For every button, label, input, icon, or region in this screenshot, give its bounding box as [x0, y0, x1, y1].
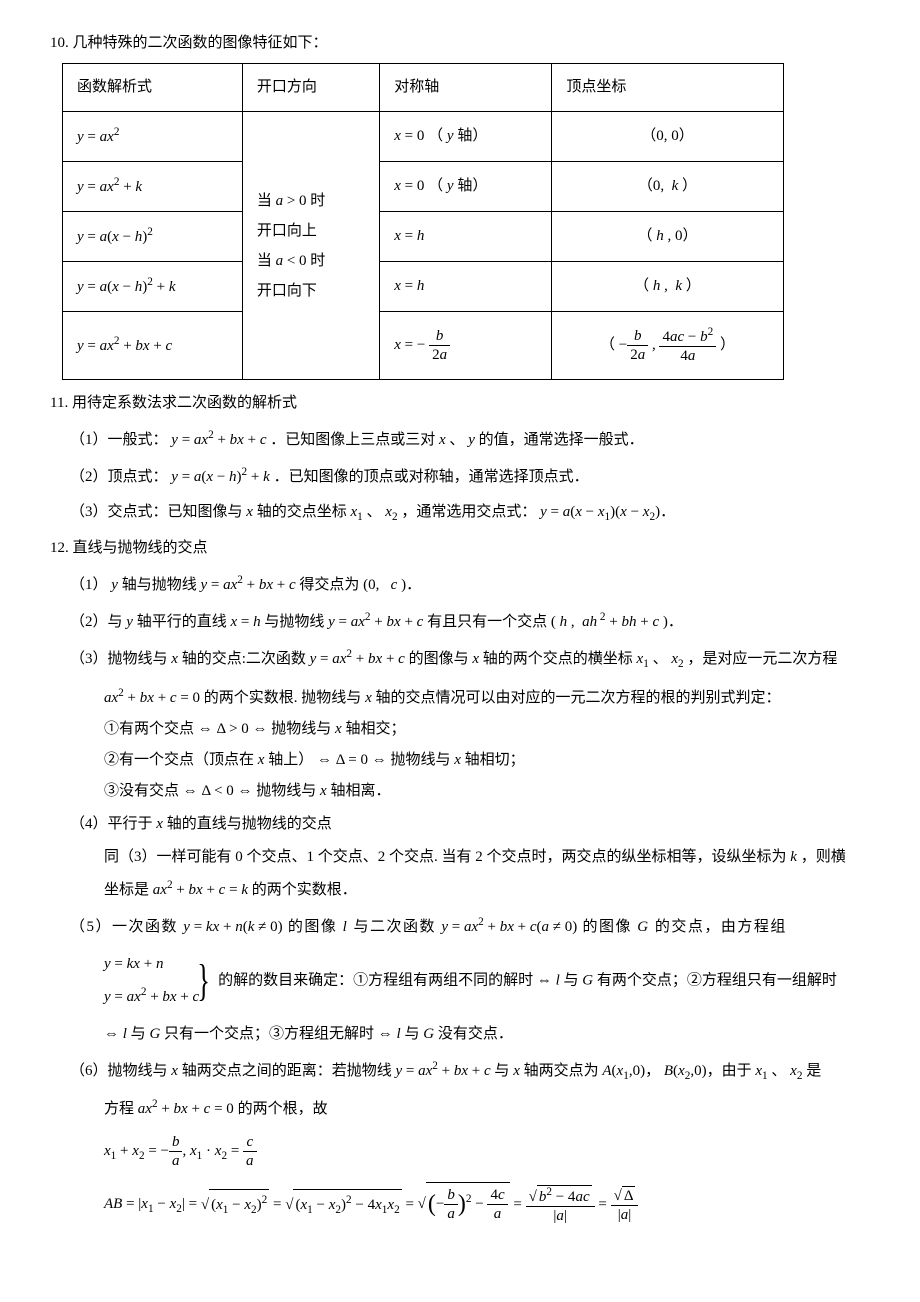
s12-p2: （2）与 y 轴平行的直线 x = h 与抛物线 y = ax2 + bx + …: [50, 607, 870, 636]
cell-axis: x = h: [380, 212, 552, 262]
cell-vertex: （0, 0）: [552, 112, 783, 162]
text: ．已知图像上三点或三对 x 、 y 的值，通常选择一般式．: [270, 432, 643, 448]
s12-p4c: 坐标是 ax2 + bx + c = k 的两个实数根．: [50, 875, 870, 904]
col-axis: 对称轴: [380, 64, 552, 112]
section-12-title: 12. 直线与抛物线的交点: [50, 535, 870, 562]
quadratic-forms-table: 函数解析式 开口方向 对称轴 顶点坐标 y = ax2 当 a > 0 时开口向…: [62, 63, 784, 380]
cell-formula: y = ax2 + k: [63, 162, 243, 212]
s12-p3b: ax2 + bx + c = 0 的两个实数根. 抛物线与 x 轴的交点情况可以…: [50, 683, 870, 712]
col-vertex: 顶点坐标: [552, 64, 783, 112]
table-header-row: 函数解析式 开口方向 对称轴 顶点坐标: [63, 64, 784, 112]
s11-item-1: （1）一般式： y = ax2 + bx + c ．已知图像上三点或三对 x 、…: [50, 425, 870, 454]
table-row: y = ax2 + bx + c x = − b2a （ −b2a , 4ac …: [63, 312, 784, 380]
cell-direction: 当 a > 0 时开口向上当 a < 0 时开口向下: [242, 112, 379, 380]
cell-axis: x = − b2a: [380, 312, 552, 380]
cell-formula: y = a(x − h)2 + k: [63, 262, 243, 312]
table-row: y = a(x − h)2 x = h （ h , 0）: [63, 212, 784, 262]
text: （1）一般式：: [70, 432, 168, 448]
cell-vertex: （ h , k ）: [552, 262, 783, 312]
formula: y = a(x − x1)(x − x2): [540, 504, 660, 520]
cell-axis: x = h: [380, 262, 552, 312]
text: 的解的数目来确定：①方程组有两组不同的解时 ⇔ l 与 G 有两个交点；②方程组…: [218, 972, 837, 988]
s12-p1: （1） y 轴与抛物线 y = ax2 + bx + c 得交点为 (0, c …: [50, 570, 870, 599]
s12-p6-distance: AB = |x1 − x2| = √(x1 − x2)2 = √(x1 − x2…: [50, 1182, 870, 1228]
s12-p6a: （6）抛物线与 x 轴两交点之间的距离：若抛物线 y = ax2 + bx + …: [50, 1056, 870, 1086]
table-row: y = ax2 当 a > 0 时开口向上当 a < 0 时开口向下 x = 0…: [63, 112, 784, 162]
s12-p3c2: ②有一个交点（顶点在 x 轴上） ⇔ Δ = 0 ⇔ 抛物线与 x 轴相切；: [50, 747, 870, 774]
section-10-title: 10. 几种特殊的二次函数的图像特征如下：: [50, 30, 870, 57]
s12-p4a: （4）平行于 x 轴的直线与抛物线的交点: [50, 811, 870, 838]
col-formula: 函数解析式: [63, 64, 243, 112]
formula: y = ax2 + bx + c: [171, 432, 266, 448]
s12-p5-system: y = kx + n y = ax2 + bx + c } 的解的数目来确定：①…: [50, 949, 870, 1013]
text: （3）交点式：已知图像与 x 轴的交点坐标 x1 、 x2 ，通常选用交点式：: [70, 504, 536, 520]
s12-p3a: （3）抛物线与 x 轴的交点:二次函数 y = ax2 + bx + c 的图像…: [50, 644, 870, 674]
s12-p3c3: ③没有交点 ⇔ Δ < 0 ⇔ 抛物线与 x 轴相离．: [50, 778, 870, 805]
text: （2）顶点式：: [70, 469, 168, 485]
cell-formula: y = ax2: [63, 112, 243, 162]
section-11-title: 11. 用待定系数法求二次函数的解析式: [50, 390, 870, 417]
cell-vertex: （ h , 0）: [552, 212, 783, 262]
cell-formula: y = a(x − h)2: [63, 212, 243, 262]
col-direction: 开口方向: [242, 64, 379, 112]
s12-p5a: （5）一次函数 y = kx + n(k ≠ 0) 的图像 l 与二次函数 y …: [50, 912, 870, 941]
table-row: y = ax2 + k x = 0 （ y 轴） （0, k ）: [63, 162, 784, 212]
s12-p6-vieta: x1 + x2 = −ba, x1 · x2 = ca: [50, 1133, 870, 1170]
cell-axis: x = 0 （ y 轴）: [380, 112, 552, 162]
cell-vertex: （0, k ）: [552, 162, 783, 212]
cell-formula: y = ax2 + bx + c: [63, 312, 243, 380]
s11-item-3: （3）交点式：已知图像与 x 轴的交点坐标 x1 、 x2 ，通常选用交点式： …: [50, 499, 870, 527]
cell-vertex: （ −b2a , 4ac − b24a ）: [552, 312, 783, 380]
table-row: y = a(x − h)2 + k x = h （ h , k ）: [63, 262, 784, 312]
text: ．已知图像的顶点或对称轴，通常选择顶点式．: [274, 469, 589, 485]
cell-axis: x = 0 （ y 轴）: [380, 162, 552, 212]
formula: y = a(x − h)2 + k: [171, 469, 270, 485]
s12-p3c1: ①有两个交点 ⇔ Δ > 0 ⇔ 抛物线与 x 轴相交；: [50, 716, 870, 743]
s12-p5c: ⇔ l 与 G 只有一个交点；③方程组无解时 ⇔ l 与 G 没有交点．: [50, 1021, 870, 1048]
s11-item-2: （2）顶点式： y = a(x − h)2 + k ．已知图像的顶点或对称轴，通…: [50, 462, 870, 491]
s12-p4b: 同（3）一样可能有 0 个交点、1 个交点、2 个交点. 当有 2 个交点时，两…: [50, 844, 870, 871]
s12-p6b: 方程 ax2 + bx + c = 0 的两个根，故: [50, 1094, 870, 1123]
